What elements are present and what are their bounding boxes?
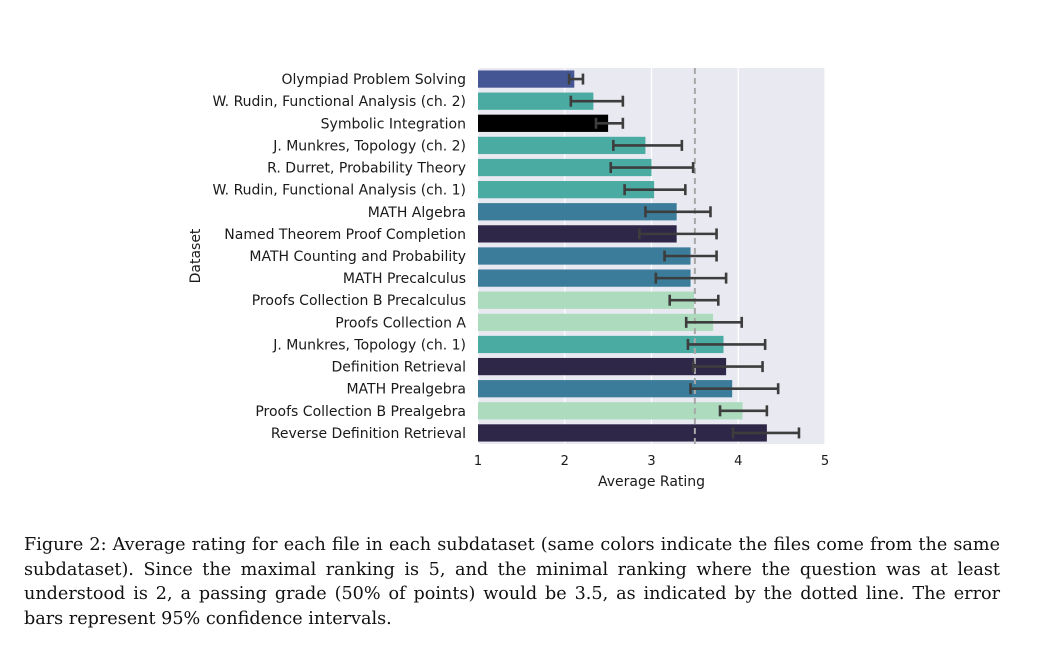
x-tick-label: 4	[734, 454, 742, 469]
bars	[478, 70, 767, 442]
bar	[478, 203, 677, 221]
category-label: Reverse Definition Retrieval	[271, 426, 466, 442]
bar	[478, 225, 677, 243]
bar	[478, 335, 724, 354]
bar	[478, 92, 594, 110]
error-bar	[663, 250, 718, 262]
error-bar	[654, 272, 728, 284]
bar-chart: Olympiad Problem Solving W. Rudin, Functi…	[188, 68, 829, 490]
error-bar	[686, 338, 767, 350]
category-label: MATH Precalculus	[343, 271, 466, 287]
error-bar	[623, 184, 687, 196]
x-tick-label: 1	[474, 454, 482, 469]
error-bar	[689, 383, 780, 395]
category-label: W. Rudin, Functional Analysis (ch. 2)	[212, 94, 466, 110]
category-label: Proofs Collection B Prealgebra	[255, 404, 466, 420]
category-label: Definition Retrieval	[332, 360, 466, 376]
error-bar	[668, 294, 720, 306]
bar	[478, 114, 609, 132]
category-label: W. Rudin, Functional Analysis (ch. 1)	[212, 183, 466, 199]
bar	[478, 70, 575, 88]
error-bar	[609, 162, 695, 174]
y-axis-label: Dataset	[188, 228, 204, 283]
category-label: Proofs Collection A	[335, 315, 466, 331]
category-label: R. Durret, Probability Theory	[267, 161, 466, 177]
category-labels: Olympiad Problem Solving W. Rudin, Functi…	[212, 72, 466, 442]
category-label: MATH Counting and Probability	[249, 249, 466, 265]
category-label: MATH Algebra	[368, 205, 466, 221]
category-label: J. Munkres, Topology (ch. 1)	[272, 337, 466, 353]
x-tick-label: 2	[561, 454, 569, 469]
category-label: Symbolic Integration	[321, 116, 466, 132]
bar	[478, 380, 733, 398]
bar	[478, 247, 691, 265]
bar	[478, 269, 691, 287]
category-label: Named Theorem Proof Completion	[224, 227, 466, 243]
bar	[478, 158, 652, 177]
bar	[478, 357, 727, 376]
error-bar	[567, 73, 585, 85]
bar	[478, 291, 695, 309]
bar	[478, 402, 743, 420]
category-label: MATH Prealgebra	[346, 382, 466, 398]
x-tick-labels: 1 2 3 4 5	[474, 454, 829, 469]
error-bar	[684, 316, 744, 328]
bar	[478, 424, 767, 442]
category-label: Proofs Collection B Precalculus	[252, 293, 466, 309]
error-bar	[718, 405, 769, 417]
error-bar	[644, 206, 712, 218]
bar	[478, 136, 646, 155]
error-bar	[638, 228, 718, 240]
category-label: J. Munkres, Topology (ch. 2)	[272, 138, 466, 154]
x-tick-label: 3	[647, 454, 655, 469]
bar	[478, 313, 714, 331]
error-bar	[569, 95, 625, 107]
bar	[478, 181, 655, 199]
error-bar	[612, 139, 684, 151]
category-label: Olympiad Problem Solving	[282, 72, 467, 88]
error-bar	[731, 427, 801, 439]
x-axis-label: Average Rating	[598, 474, 705, 490]
error-bars	[567, 73, 801, 439]
figure-caption: Figure 2: Average rating for each file i…	[24, 535, 1000, 629]
error-bar	[691, 361, 764, 373]
x-tick-label: 5	[821, 454, 829, 469]
error-bar	[594, 117, 625, 129]
